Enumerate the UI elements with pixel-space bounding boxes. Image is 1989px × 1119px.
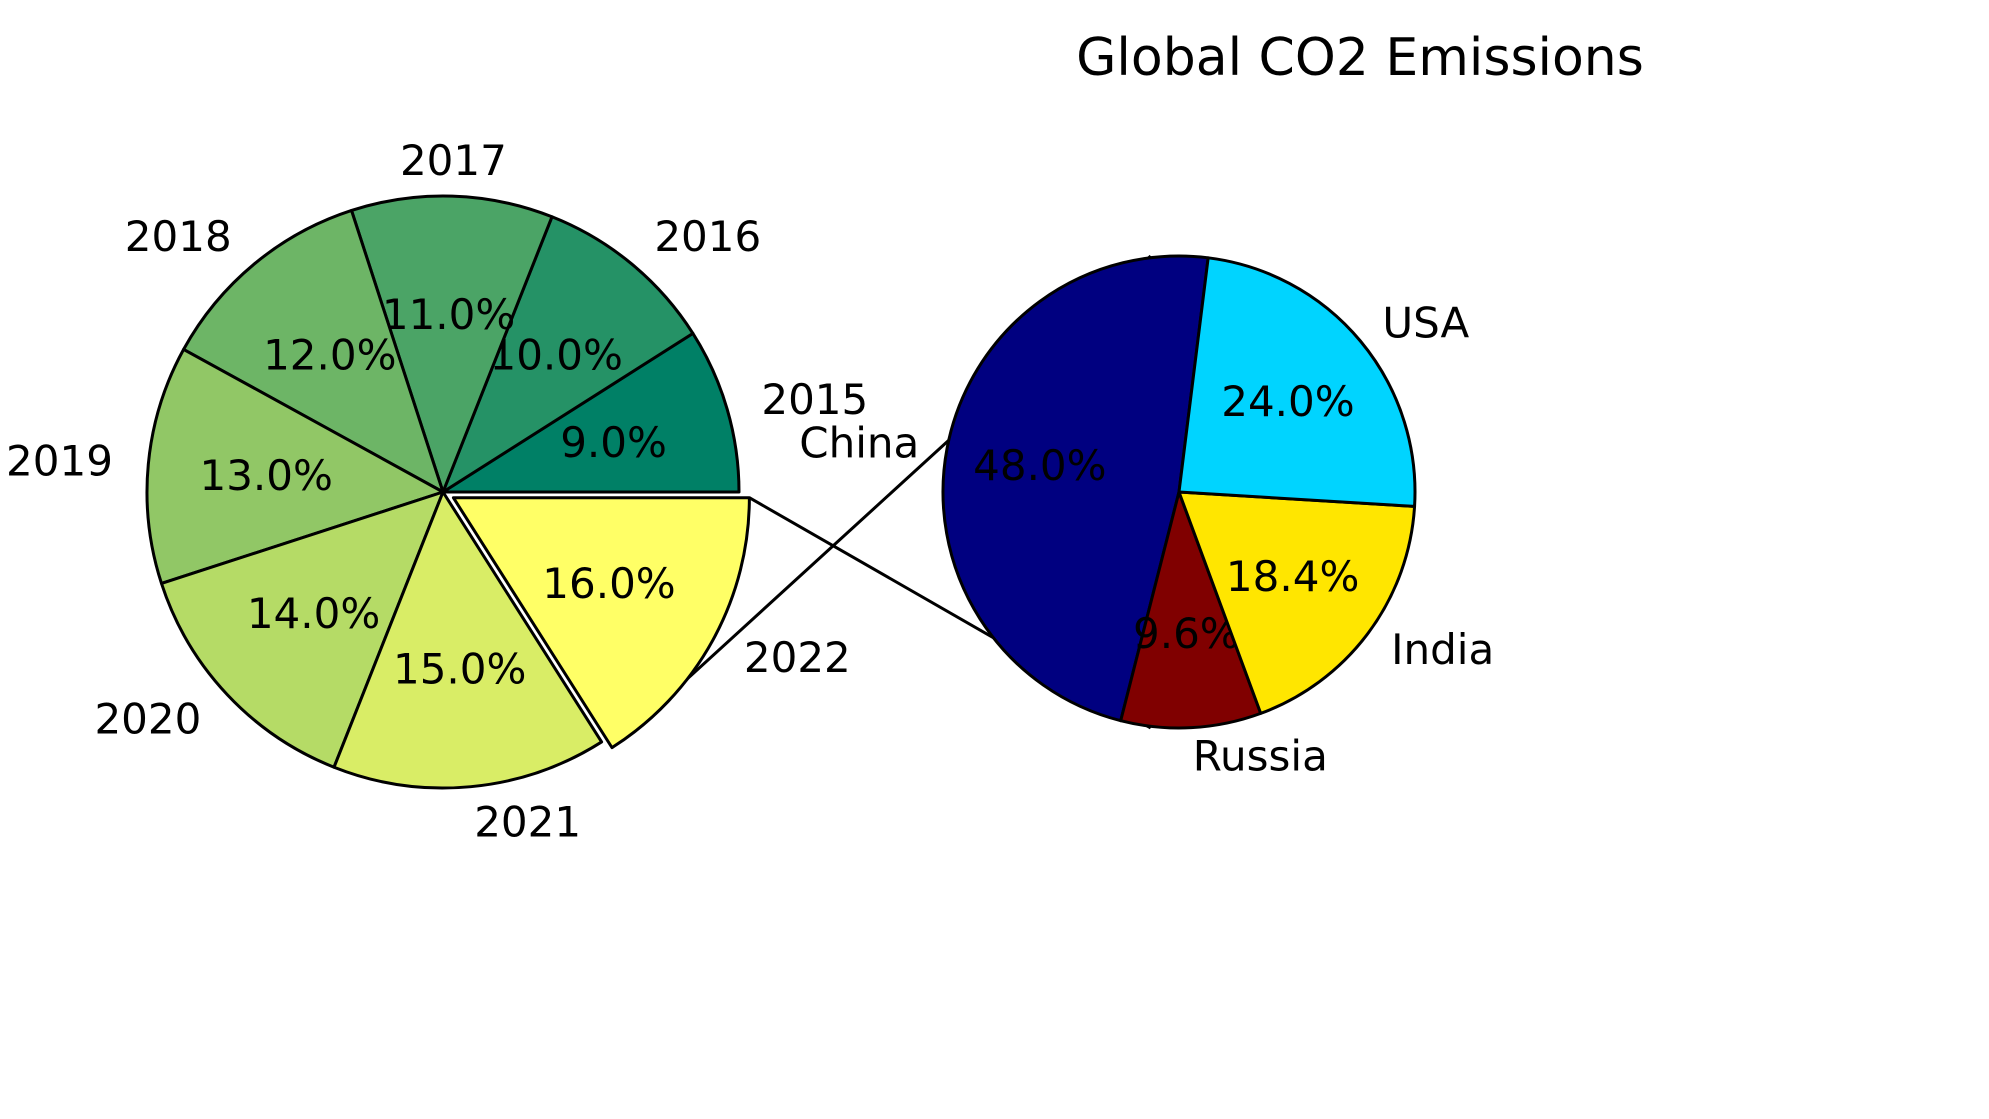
main-pct-label-2018: 12.0% (263, 331, 396, 380)
main-slice-2015 (441, 331, 741, 494)
detail-pct-label-usa: 24.0% (1221, 377, 1354, 426)
main-category-label-2020: 2020 (94, 694, 201, 743)
main-pct-label-2021: 15.0% (393, 644, 526, 693)
main-pct-label-2022: 16.0% (542, 559, 675, 608)
main-pct-label-2016: 10.0% (489, 331, 622, 380)
detail-slice-india (1177, 490, 1417, 715)
detail-pct-label-russia: 9.6% (1133, 609, 1240, 658)
main-category-label-2019: 2019 (6, 436, 113, 485)
main-slice-2016 (441, 215, 695, 494)
main-category-label-2022: 2022 (744, 633, 851, 682)
detail-slice-china (941, 254, 1210, 723)
detail-category-label-india: India (1391, 625, 1494, 674)
main-category-label-2021: 2021 (474, 798, 581, 847)
main-slice-2019 (145, 347, 445, 585)
main-pie: 9.0% 2015 10.0% 2016 11.0% 2017 12.0% 2018 13.0%… (6, 136, 868, 846)
main-pct-label-2019: 13.0% (199, 451, 332, 500)
chart-title: Global CO2 Emissions (1076, 28, 1644, 88)
detail-slice-russia (1119, 490, 1263, 730)
detail-pct-label-india: 18.4% (1226, 552, 1359, 601)
main-category-label-2017: 2017 (400, 136, 507, 185)
main-pct-label-2015: 9.0% (560, 418, 667, 467)
main-category-label-2018: 2018 (125, 212, 232, 261)
main-category-label-2016: 2016 (654, 212, 761, 261)
main-slice-2017 (350, 194, 554, 494)
main-pct-label-2017: 11.0% (382, 290, 515, 339)
main-category-label-2015: 2015 (761, 375, 868, 424)
main-slice-2021 (332, 490, 604, 790)
main-pct-label-2020: 14.0% (247, 589, 380, 638)
detail-category-label-usa: USA (1382, 299, 1469, 348)
detail-pie: 48.0% China 9.6% Russia 18.4% India 24.0% USA (799, 254, 1494, 780)
detail-slice-usa (1177, 256, 1417, 508)
detail-pct-label-china: 48.0% (973, 441, 1106, 490)
main-slice-2022 (451, 496, 751, 750)
main-slice-2020 (159, 490, 445, 769)
detail-category-label-china: China (799, 418, 919, 467)
detail-category-label-russia: Russia (1193, 731, 1328, 780)
main-slice-2018 (182, 208, 445, 494)
